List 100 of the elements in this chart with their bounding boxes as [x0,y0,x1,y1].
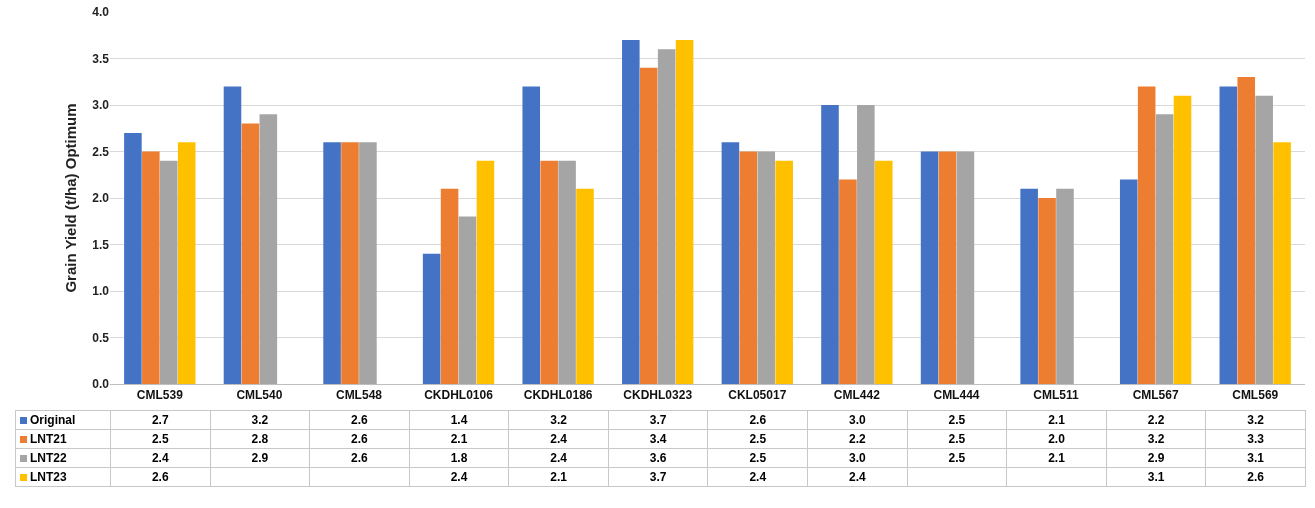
bar [142,151,160,384]
bar [938,151,957,384]
bar [657,49,676,384]
x-tick-label: CML569 [1232,388,1279,403]
data-label: 2.6 [707,410,808,430]
y-tick-label: 0.0 [92,377,110,392]
bar [1056,188,1074,384]
bar [576,188,594,384]
bar [1255,95,1273,384]
x-tick-label: CML567 [1132,388,1179,403]
bar [341,142,359,384]
y-axis-title: Grain Yield (t/ha) Optimum [61,103,79,293]
x-tick-label: CML442 [833,388,881,403]
bar [540,160,558,384]
x-tick-label: CML511 [1033,388,1080,403]
bar [124,132,142,384]
data-label: 1.8 [409,448,509,468]
x-tick-label: CKL05017 [728,388,787,403]
bar [558,160,576,384]
data-label: 3.0 [807,410,908,430]
data-label: 2.5 [907,429,1007,449]
data-label: 3.1 [1106,467,1206,487]
bar [1273,142,1291,384]
x-tick-label: CML548 [335,388,383,403]
bar [1038,198,1056,384]
data-label: 3.4 [608,429,708,449]
data-label: 3.1 [1205,448,1306,468]
data-label: 2.1 [1006,448,1107,468]
data-label: 2.2 [1106,410,1206,430]
data-label: 2.1 [409,429,509,449]
y-tick-label: 0.5 [92,330,110,345]
data-label: 2.6 [309,448,410,468]
data-label: 3.7 [608,467,708,487]
legend-label: Original [15,410,111,430]
bar [874,160,893,384]
data-label: 2.4 [707,467,808,487]
bar [422,253,441,384]
data-label: 2.4 [508,448,609,468]
bar [1173,95,1192,384]
data-label: 2.1 [508,467,609,487]
bar [223,86,242,384]
bar [639,67,658,384]
y-tick-label: 2.5 [92,144,110,159]
data-label: 2.5 [707,429,808,449]
data-label: 2.0 [1006,429,1107,449]
data-label: 1.4 [409,410,509,430]
data-label: 2.1 [1006,410,1107,430]
data-label: 3.2 [1106,429,1206,449]
data-label: 3.0 [807,448,908,468]
y-tick-label: 3.5 [92,51,110,66]
bar [775,160,793,384]
data-label: 2.8 [210,429,310,449]
data-label: 2.6 [309,410,410,430]
data-label: 2.6 [1205,467,1306,487]
x-tick-label: CKDHL0186 [523,388,593,403]
data-label: 2.5 [907,448,1007,468]
data-label: 2.2 [807,429,908,449]
bar [241,123,260,384]
data-label: 2.7 [110,410,211,430]
bar [821,105,839,384]
data-label: 3.6 [608,448,708,468]
bar [440,188,459,384]
bar [1155,114,1174,384]
bar [1119,179,1138,384]
y-tick-label: 4.0 [92,5,110,20]
bar [956,151,975,384]
x-tick-label: CML444 [933,388,980,403]
data-label: 2.5 [110,429,211,449]
data-label: 2.4 [110,448,211,468]
bar [522,86,541,384]
x-tick-label: CKDHL0106 [424,388,494,403]
data-label: 2.9 [1106,448,1206,468]
bar [739,151,758,384]
bar [323,142,341,384]
bar [839,179,857,384]
data-label: 2.5 [707,448,808,468]
data-label: 2.4 [807,467,908,487]
bar [359,142,377,384]
data-label: 2.9 [210,448,310,468]
bar [458,216,477,384]
data-label: 2.5 [907,410,1007,430]
y-tick-label: 1.5 [92,237,110,252]
bar [622,39,640,384]
bar [1237,77,1256,384]
bar [721,142,740,384]
x-tick-label: CML540 [236,388,283,403]
data-label: 2.4 [409,467,509,487]
y-tick-label: 2.0 [92,191,110,206]
x-tick-label: CML539 [136,388,184,403]
legend-label: LNT23 [15,467,111,487]
bar [159,160,178,384]
data-label: 3.2 [1205,410,1306,430]
data-label: 2.6 [309,429,410,449]
bar [259,114,278,384]
bar [857,105,875,384]
y-tick-label: 3.0 [92,98,110,113]
bar [476,160,495,384]
legend-label: LNT22 [15,448,111,468]
y-tick-label: 1.0 [92,284,110,299]
bar [1219,86,1238,384]
